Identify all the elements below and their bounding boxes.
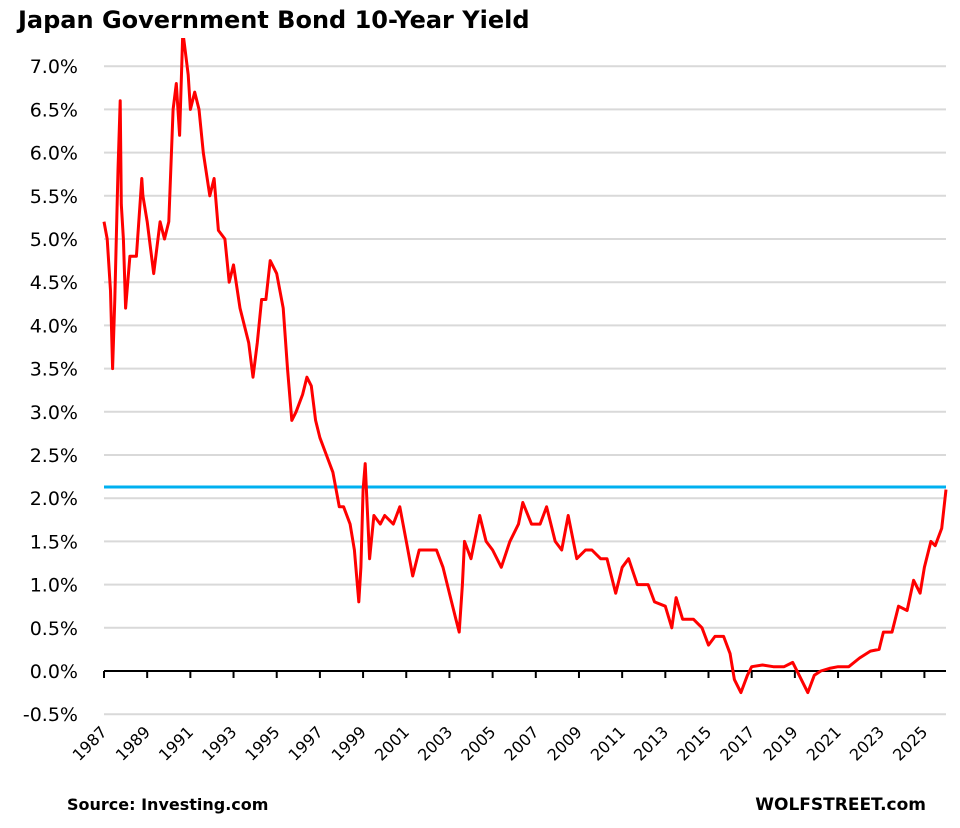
y-tick-label: 1.0% [30, 575, 78, 597]
chart-title: Japan Government Bond 10-Year Yield [18, 6, 530, 34]
x-tick-label: 2007 [500, 722, 542, 764]
x-tick-label: 2013 [630, 722, 672, 764]
y-tick-label: 3.0% [30, 402, 78, 424]
x-tick-label: 2019 [759, 722, 801, 764]
brand-label: WOLFSTREET.com [755, 795, 926, 815]
x-tick-label: 1999 [328, 722, 370, 764]
x-tick-label: 2009 [544, 722, 586, 764]
y-tick-label: 6.0% [30, 143, 78, 165]
y-tick-label: 4.5% [30, 272, 78, 294]
y-tick-label: 7.0% [30, 56, 78, 78]
x-tick-label: 2015 [673, 722, 715, 764]
y-tick-label: 0.0% [30, 661, 78, 683]
x-tick-label: 2023 [846, 722, 888, 764]
x-tick-label: 1995 [241, 722, 283, 764]
x-tick-label: 2017 [716, 722, 758, 764]
series-lines [102, 38, 948, 695]
y-tick-label: 3.5% [30, 359, 78, 381]
x-axis-labels: 1987 1989 1991 1993 1995 1997 1999 2001 2003 2005… [69, 722, 932, 764]
x-tick-label: 1987 [69, 722, 111, 764]
y-tick-label: 5.5% [30, 186, 78, 208]
y-tick-label: 1.5% [30, 531, 78, 553]
x-axis [103, 670, 946, 678]
y-tick-label: 0.5% [30, 618, 78, 640]
x-tick-label: 1989 [112, 722, 154, 764]
y-tick-label: 5.0% [30, 229, 78, 251]
y-tick-label: 2.0% [30, 488, 78, 510]
x-tick-label: 1997 [284, 722, 326, 764]
y-tick-label: -0.5% [23, 704, 78, 726]
x-tick-label: 2021 [803, 722, 845, 764]
gridlines [104, 65, 946, 716]
x-tick-label: 2005 [457, 722, 499, 764]
y-tick-label: 4.0% [30, 315, 78, 337]
x-tick-label: 1991 [155, 722, 197, 764]
source-note: Source: Investing.com [67, 795, 269, 814]
y-axis-labels: -0.5% 0.0% 0.5% 1.0% 1.5% 2.0% 2.5% 3.0% 3.5% 4.0… [23, 56, 78, 726]
series-line [102, 38, 948, 695]
x-tick-label: 2003 [414, 722, 456, 764]
x-tick-label: 1993 [198, 722, 240, 764]
x-tick-label: 2011 [587, 722, 629, 764]
y-tick-label: 6.5% [30, 99, 78, 121]
x-tick-label: 2025 [889, 722, 931, 764]
y-tick-label: 2.5% [30, 445, 78, 467]
x-tick-label: 2001 [371, 722, 413, 764]
